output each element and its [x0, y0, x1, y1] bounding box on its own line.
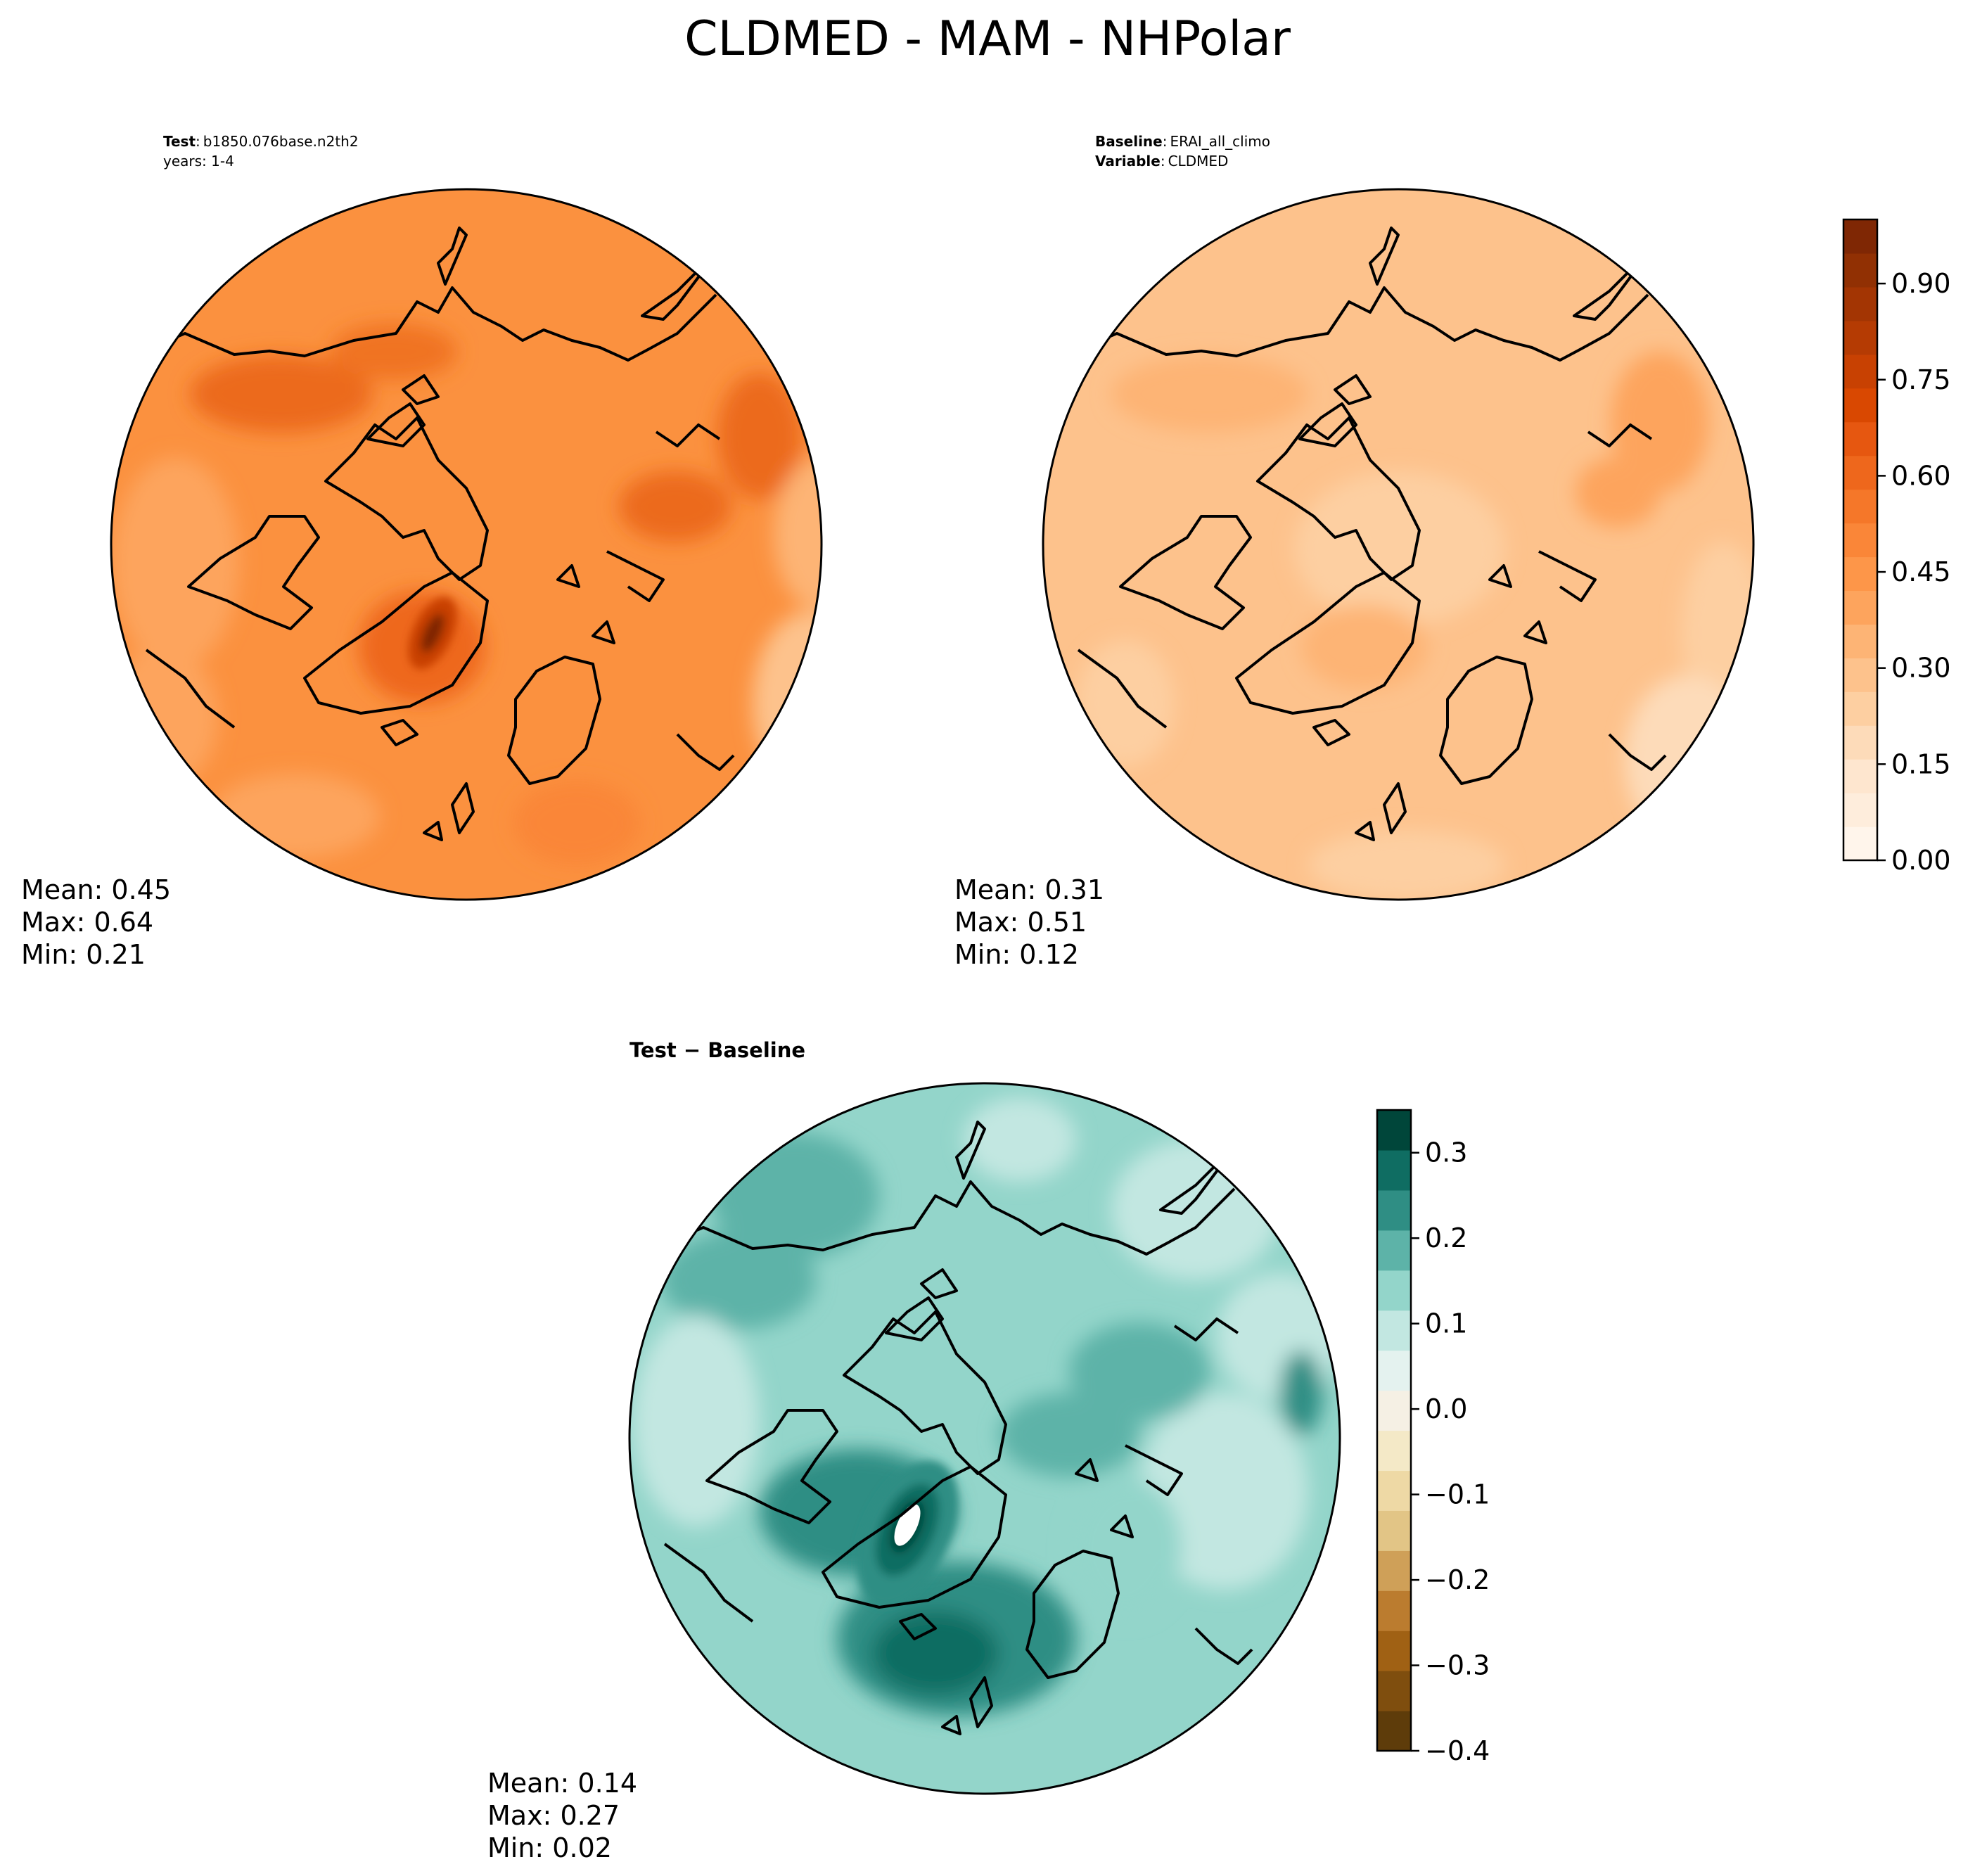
baseline-header-line-2: Variable: CLDMED	[1095, 153, 1228, 170]
colorbar-difference-segment	[1377, 1470, 1411, 1511]
colorbar-absolute-segment	[1843, 523, 1877, 558]
difference-map-border	[628, 1082, 1341, 1795]
test-map	[111, 189, 822, 900]
figure-title: CLDMED - MAM - NHPolar	[684, 11, 1291, 67]
colorbar-difference: −0.4 −0.3 −0.2 −0.1 0.0 0.1 0.2 0.3	[1376, 1109, 1490, 1766]
difference-stat-min: Min: 0.02	[487, 1832, 612, 1863]
panel-test: Test: b1850.076base.n2th2 years: 1-4	[21, 133, 823, 970]
baseline-stat-max: Max: 0.51	[954, 907, 1087, 938]
colorbar-absolute-segment	[1843, 354, 1877, 389]
colorbar-absolute-segment	[1843, 320, 1877, 355]
colorbar-difference-tick-label: 0.1	[1425, 1308, 1467, 1339]
colorbar-absolute-segment	[1843, 421, 1877, 457]
colorbar-difference-tick-label: −0.3	[1425, 1650, 1490, 1681]
variable-name: CLDMED	[1168, 153, 1229, 170]
colorbar-absolute-segment	[1843, 827, 1877, 861]
colorbar-absolute-segment	[1843, 725, 1877, 760]
colorbar-difference-segment	[1377, 1189, 1411, 1231]
difference-map	[629, 1083, 1340, 1794]
difference-header: Test − Baseline	[629, 1038, 805, 1062]
colorbar-difference-tick-label: −0.1	[1425, 1479, 1490, 1510]
colorbar-difference-segment	[1377, 1110, 1411, 1151]
colorbar-difference-segment	[1377, 1149, 1411, 1191]
colorbar-difference-tick-label: 0.3	[1425, 1137, 1467, 1168]
variable-sep: :	[1161, 153, 1165, 170]
colorbar-difference-frame	[1376, 1109, 1412, 1752]
colorbar-absolute-segment	[1843, 556, 1877, 592]
colorbar-absolute-segment	[1843, 286, 1877, 321]
test-header-line-1: Test: b1850.076base.n2th2	[163, 133, 359, 150]
colorbar-difference-segment	[1377, 1390, 1411, 1431]
colorbar-absolute-tick-label: 0.75	[1891, 364, 1951, 395]
baseline-header-line-1: Baseline: ERAI_all_climo	[1095, 133, 1270, 150]
colorbar-difference-segment	[1377, 1631, 1411, 1671]
baseline-map	[1043, 189, 1753, 900]
colorbar-absolute-segment	[1843, 489, 1877, 524]
colorbar-absolute-segment	[1843, 388, 1877, 423]
colorbar-difference-tick-label: 0.2	[1425, 1223, 1467, 1253]
baseline-header-label: Baseline	[1095, 133, 1163, 150]
difference-stat-mean: Mean: 0.14	[487, 1768, 637, 1799]
colorbar-difference-tick-label: 0.0	[1425, 1393, 1467, 1424]
colorbar-absolute-frame	[1842, 218, 1879, 862]
test-header-label: Test	[163, 133, 196, 150]
colorbar-absolute-segment	[1843, 658, 1877, 692]
test-stat-min: Min: 0.21	[21, 939, 146, 970]
colorbar-difference-segment	[1377, 1671, 1411, 1711]
colorbar-absolute-tick-label: 0.00	[1891, 845, 1951, 876]
colorbar-difference-segment	[1377, 1310, 1411, 1351]
panel-baseline: Baseline: ERAI_all_climo Variable: CLDMED …	[954, 133, 1951, 970]
colorbar-difference-segment	[1377, 1430, 1411, 1472]
colorbar-absolute-tick-label: 0.15	[1891, 748, 1951, 779]
baseline-map-border	[1042, 188, 1755, 901]
test-header-years: years: 1-4	[163, 153, 234, 170]
test-header-case: b1850.076base.n2th2	[203, 133, 359, 150]
colorbar-absolute-tick-label: 0.30	[1891, 653, 1951, 684]
colorbar-difference-segment	[1377, 1550, 1411, 1591]
test-stat-mean: Mean: 0.45	[21, 874, 171, 905]
colorbar-absolute-segment	[1843, 793, 1877, 827]
colorbar-absolute-tick-label: 0.60	[1891, 460, 1951, 491]
colorbar-difference-tick-label: −0.2	[1425, 1564, 1490, 1595]
test-map-border	[110, 188, 823, 901]
colorbar-absolute-segment	[1843, 455, 1877, 490]
colorbar-difference-tick-label: −0.4	[1425, 1735, 1490, 1766]
colorbar-absolute-segment	[1843, 590, 1877, 625]
baseline-header-case: ERAI_all_climo	[1170, 133, 1270, 150]
panel-difference: Test − Baseline	[487, 1038, 1490, 1863]
colorbar-difference-segment	[1377, 1350, 1411, 1391]
colorbar-absolute-segment	[1843, 253, 1877, 288]
colorbar-absolute: 0.00 0.15 0.30 0.45 0.60 0.75 0.90	[1842, 218, 1951, 876]
colorbar-absolute-tick-label: 0.90	[1891, 268, 1951, 299]
colorbar-absolute-segment	[1843, 759, 1877, 793]
colorbar-absolute-segment	[1843, 691, 1877, 726]
difference-stat-max: Max: 0.27	[487, 1800, 620, 1831]
colorbar-difference-segment	[1377, 1590, 1411, 1631]
baseline-stat-min: Min: 0.12	[954, 939, 1079, 970]
colorbar-absolute-segment	[1843, 219, 1877, 254]
colorbar-difference-segment	[1377, 1711, 1411, 1751]
colorbar-difference-segment	[1377, 1230, 1411, 1271]
test-stat-max: Max: 0.64	[21, 907, 153, 938]
colorbar-absolute-tick-label: 0.45	[1891, 556, 1951, 587]
variable-label: Variable	[1095, 153, 1161, 170]
colorbar-absolute-segment	[1843, 624, 1877, 658]
colorbar-difference-segment	[1377, 1510, 1411, 1551]
test-header-line-2: years: 1-4	[163, 153, 234, 170]
colorbar-difference-segment	[1377, 1270, 1411, 1311]
baseline-header-sep: :	[1163, 133, 1168, 150]
baseline-stat-mean: Mean: 0.31	[954, 874, 1104, 905]
test-header-sep: :	[196, 133, 200, 150]
